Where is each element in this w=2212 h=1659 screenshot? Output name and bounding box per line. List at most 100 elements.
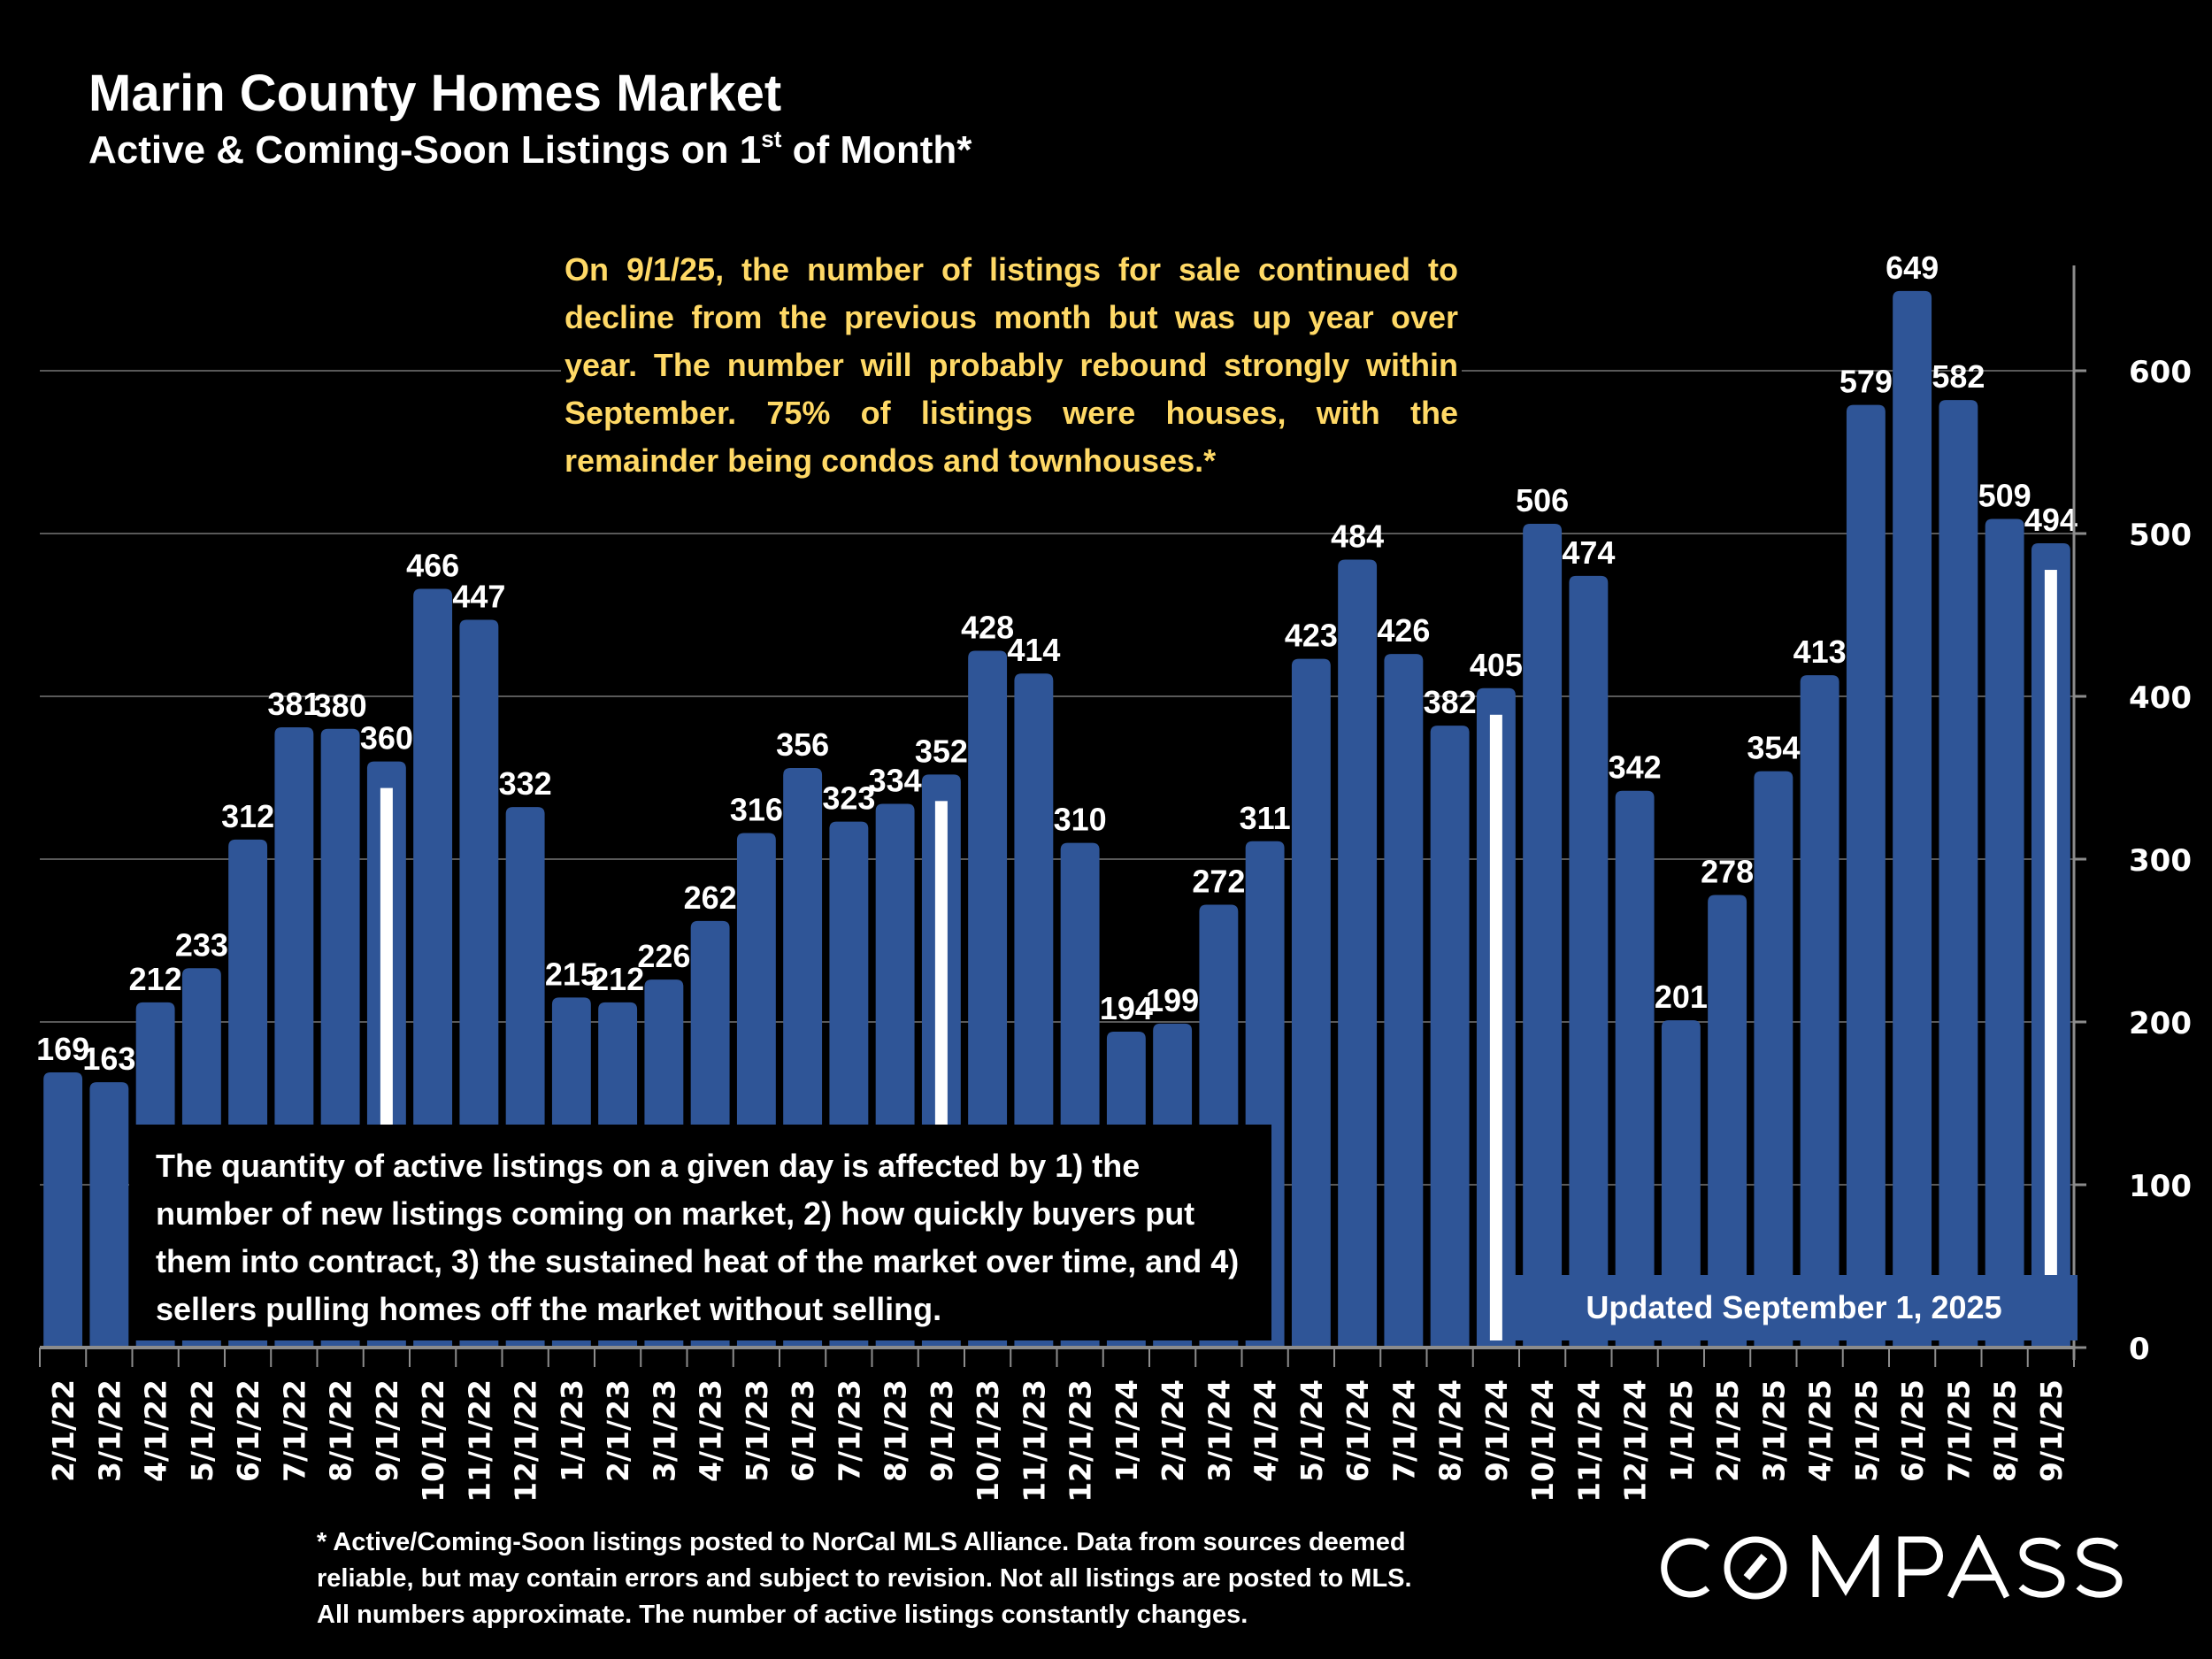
explanation-text: The quantity of active listings on a giv… bbox=[156, 1148, 1240, 1327]
x-tick-label: 6/1/24 bbox=[1340, 1379, 1375, 1482]
footnote-line: reliable, but may contain errors and sub… bbox=[317, 1564, 1412, 1593]
data-label: 233 bbox=[175, 926, 228, 963]
bar bbox=[1893, 290, 1932, 1348]
data-labels: 1691632122333123813803604664473322152122… bbox=[36, 250, 2078, 1077]
data-label: 169 bbox=[36, 1031, 89, 1067]
data-label: 310 bbox=[1054, 802, 1107, 838]
data-label: 311 bbox=[1240, 800, 1291, 836]
bar bbox=[1939, 400, 1978, 1348]
bar bbox=[1338, 559, 1378, 1348]
x-tick-label: 8/1/22 bbox=[324, 1379, 358, 1482]
x-tick-label: 12/1/22 bbox=[509, 1379, 543, 1502]
data-label: 334 bbox=[869, 762, 922, 798]
explanation-box: The quantity of active listings on a giv… bbox=[129, 1125, 1271, 1340]
x-tick-label: 9/1/24 bbox=[1479, 1379, 1514, 1482]
x-tick-label: 5/1/24 bbox=[1294, 1379, 1329, 1482]
footnote: * Active/Coming-Soon listings posted to … bbox=[317, 1525, 1494, 1633]
data-label: 312 bbox=[221, 798, 274, 834]
x-tick-label: 10/1/22 bbox=[416, 1379, 450, 1502]
x-tick-label: 7/1/22 bbox=[277, 1379, 311, 1482]
highlight-marker bbox=[2044, 570, 2057, 1340]
x-tick-label: 4/1/23 bbox=[694, 1379, 728, 1482]
data-label: 352 bbox=[915, 733, 968, 769]
data-label: 226 bbox=[637, 938, 690, 974]
data-label: 447 bbox=[452, 579, 505, 615]
data-label: 414 bbox=[1007, 632, 1060, 668]
updated-badge: Updated September 1, 2025 bbox=[1510, 1275, 2078, 1340]
x-tick-label: 7/1/23 bbox=[832, 1379, 866, 1482]
data-label: 649 bbox=[1886, 250, 1939, 286]
x-tick-label: 2/1/24 bbox=[1156, 1379, 1190, 1482]
x-tick-label: 8/1/25 bbox=[1988, 1379, 2023, 1482]
data-label: 199 bbox=[1146, 982, 1199, 1018]
x-tick-label: 9/1/25 bbox=[2034, 1379, 2069, 1482]
data-label: 413 bbox=[1793, 634, 1847, 670]
data-label: 262 bbox=[684, 879, 737, 916]
data-label: 382 bbox=[1424, 684, 1477, 720]
data-label: 212 bbox=[129, 961, 182, 997]
x-tick-label: 6/1/25 bbox=[1895, 1379, 1930, 1482]
x-tick-label: 3/1/22 bbox=[92, 1379, 127, 1482]
y-tick-label: 300 bbox=[2129, 843, 2192, 879]
bar bbox=[1569, 575, 1609, 1348]
data-label: 323 bbox=[822, 780, 875, 817]
x-tick-label: 1/1/23 bbox=[555, 1379, 589, 1482]
data-label: 215 bbox=[545, 956, 598, 992]
x-tick-label: 4/1/25 bbox=[1803, 1379, 1838, 1482]
highlight-marker bbox=[1489, 714, 1502, 1340]
bar bbox=[1708, 895, 1747, 1348]
x-tick-label: 3/1/23 bbox=[647, 1379, 681, 1482]
data-label: 212 bbox=[591, 961, 644, 997]
compass-logo bbox=[1661, 1535, 2123, 1600]
data-label: 428 bbox=[961, 609, 1014, 645]
highlight-markers bbox=[380, 570, 2057, 1340]
data-label: 272 bbox=[1192, 864, 1245, 900]
chart-subtitle: Active & Coming-Soon Listings on 1st of … bbox=[88, 126, 972, 173]
x-tick-label: 6/1/22 bbox=[231, 1379, 265, 1482]
x-tick-label: 11/1/22 bbox=[462, 1379, 496, 1502]
chart-title: Marin County Homes Market bbox=[88, 65, 782, 122]
x-tick-label: 3/1/24 bbox=[1202, 1379, 1236, 1482]
x-tick-label: 9/1/23 bbox=[925, 1379, 959, 1482]
footnote-line: * Active/Coming-Soon listings posted to … bbox=[317, 1528, 1406, 1556]
y-tick-label: 500 bbox=[2129, 518, 2192, 553]
y-tick-label: 100 bbox=[2129, 1169, 2192, 1204]
x-tick-label: 12/1/23 bbox=[1064, 1379, 1098, 1502]
highlight-annotation: On 9/1/25, the number of listings for sa… bbox=[561, 246, 1462, 485]
bar bbox=[1661, 1020, 1701, 1348]
bar bbox=[1615, 790, 1655, 1348]
data-label: 316 bbox=[730, 792, 783, 828]
subtitle-main: Active & Coming-Soon Listings on 1 bbox=[88, 128, 762, 172]
footnote-line: All numbers approximate. The number of a… bbox=[317, 1601, 1248, 1629]
y-tick-label: 0 bbox=[2129, 1332, 2150, 1367]
data-label: 405 bbox=[1470, 647, 1523, 683]
y-tick-label: 200 bbox=[2129, 1006, 2192, 1041]
data-label: 332 bbox=[499, 765, 552, 802]
data-label: 426 bbox=[1377, 612, 1430, 649]
data-label: 506 bbox=[1516, 482, 1569, 518]
bar bbox=[1430, 726, 1470, 1348]
data-label: 360 bbox=[360, 720, 413, 757]
data-label: 381 bbox=[267, 686, 320, 722]
bar bbox=[1985, 518, 2024, 1348]
x-tick-label: 6/1/23 bbox=[786, 1379, 820, 1482]
bar bbox=[89, 1082, 129, 1348]
y-tick-label: 400 bbox=[2129, 680, 2192, 716]
x-tick-label: 7/1/25 bbox=[1941, 1379, 1976, 1482]
x-tick-labels: 2/1/22 3/1/22 4/1/22 5/1/22 6/1/22 7/1/22 8/1/… bbox=[46, 1379, 2069, 1502]
x-tick-label: 5/1/23 bbox=[740, 1379, 774, 1482]
data-label: 466 bbox=[406, 548, 459, 584]
x-tick-label: 9/1/22 bbox=[370, 1379, 404, 1482]
data-label: 579 bbox=[1839, 364, 1893, 400]
x-tick-label: 10/1/23 bbox=[971, 1379, 1005, 1502]
x-tick-label: 3/1/25 bbox=[1756, 1379, 1791, 1482]
data-label: 201 bbox=[1655, 979, 1708, 1015]
data-label: 354 bbox=[1747, 730, 1800, 766]
bar bbox=[1384, 654, 1424, 1348]
x-tick-label: 12/1/24 bbox=[1618, 1379, 1653, 1502]
data-label: 494 bbox=[2024, 502, 2078, 538]
x-tick-label: 2/1/23 bbox=[601, 1379, 635, 1482]
data-label: 509 bbox=[1978, 477, 2032, 513]
data-label: 356 bbox=[776, 726, 829, 763]
y-tick-label: 600 bbox=[2129, 355, 2192, 390]
